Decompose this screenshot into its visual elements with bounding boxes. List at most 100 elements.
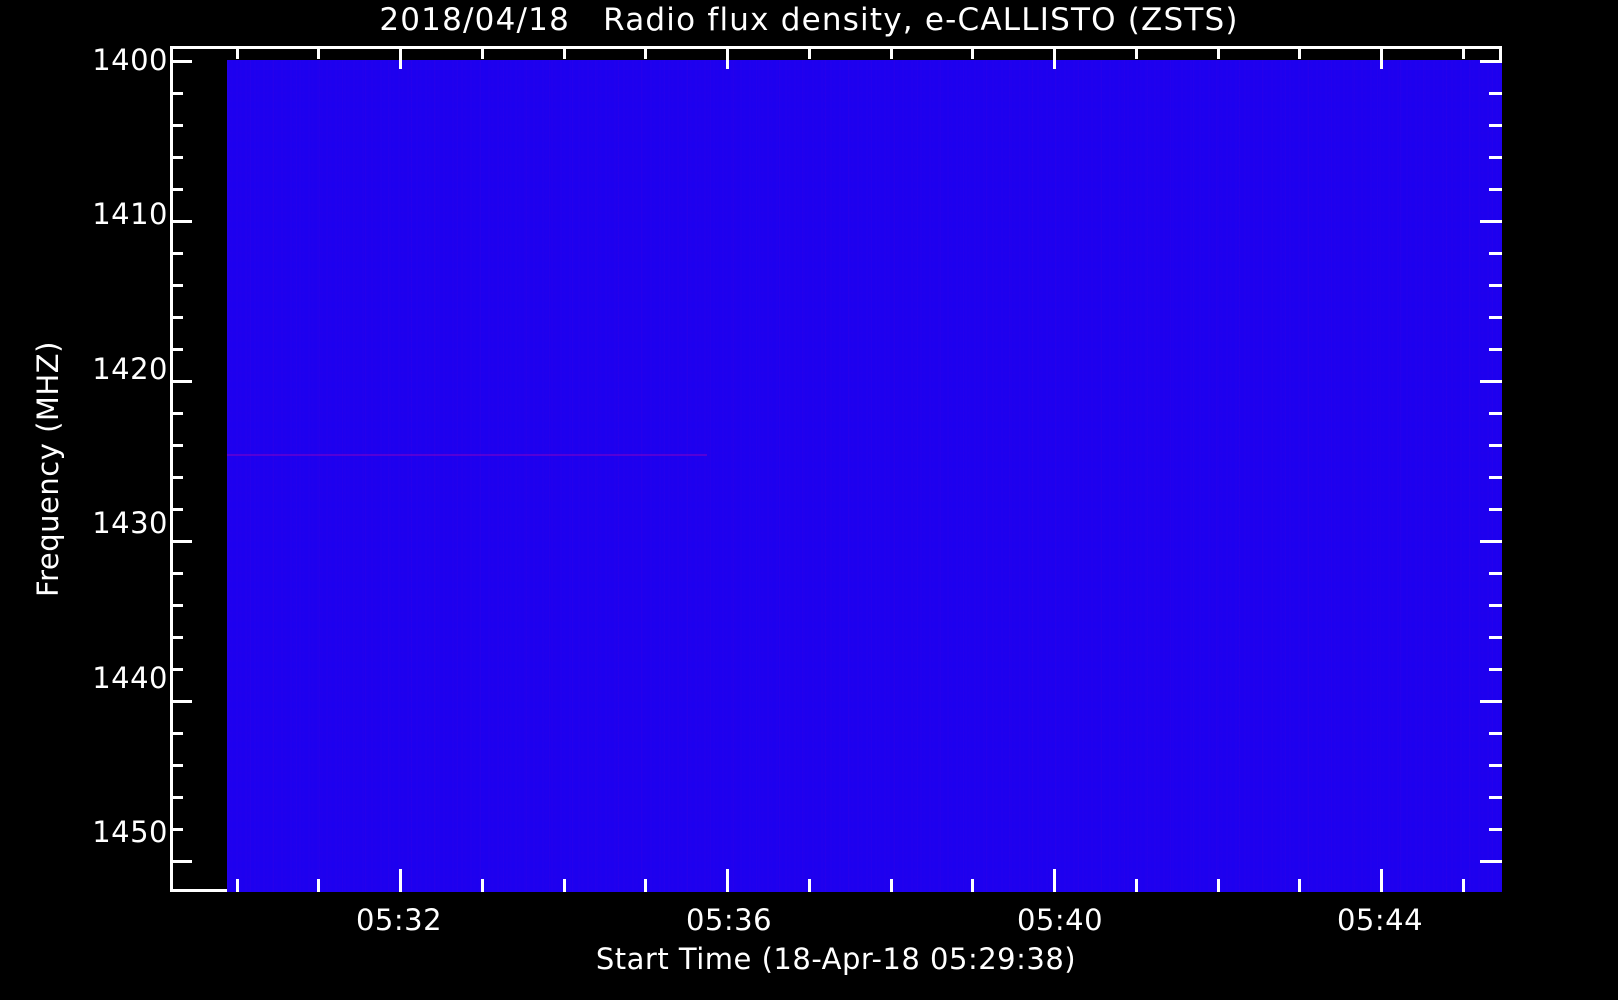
ytick-minor-1402 [170,92,183,95]
ytick-minor-1436 [170,636,183,639]
xtick-top-minor-3 [644,46,647,59]
ytick-right-major-1420 [1480,380,1502,383]
ytick-minor-1438 [170,668,183,671]
xtick-major-0 [399,869,402,892]
ytick-minor-1432 [170,572,183,575]
xtick-label-0532: 05:32 [355,903,443,937]
ytick-minor-1446 [170,796,183,799]
ytick-right-minor-1426 [1489,476,1502,479]
ytick-minor-1412 [170,252,183,255]
ytick-right-major-1450 [1480,860,1502,863]
ytick-minor-1444 [170,764,183,767]
x-axis-title: Start Time (18-Apr-18 05:29:38) [595,942,1077,976]
xtick-minor--1 [317,879,320,892]
xtick-major-8 [1053,869,1056,892]
spectrogram-artifact-line [227,454,707,456]
xtick-top-minor-2 [563,46,566,59]
xtick-minor-3 [644,879,647,892]
xtick-top-major-8 [1053,46,1056,69]
xtick-minor-10 [1217,879,1220,892]
ytick-right-minor-1446 [1489,796,1502,799]
ytick-minor-1406 [170,156,183,159]
xtick-minor-11 [1298,879,1301,892]
xtick-minor-7 [971,879,974,892]
xtick-minor-9 [1135,879,1138,892]
ytick-minor-1404 [170,124,183,127]
xtick-label-0544: 05:44 [1336,903,1424,937]
ytick-right-major-1410 [1480,220,1502,223]
xtick-major-12 [1380,869,1383,892]
xtick-top-major-0 [399,46,402,69]
ytick-right-major-1440 [1480,700,1502,703]
xtick-minor--2 [236,879,239,892]
xtick-major-4 [726,869,729,892]
xtick-top-minor-10 [1217,46,1220,59]
ytick-right-minor-1438 [1489,668,1502,671]
ytick-right-minor-1422 [1489,412,1502,415]
page-title: 2018/04/18 Radio flux density, e-CALLIST… [379,2,1239,38]
xtick-top-major-12 [1380,46,1383,69]
ytick-right-minor-1436 [1489,636,1502,639]
xtick-minor-2 [563,879,566,892]
ytick-minor-1442 [170,732,183,735]
ytick-minor-1418 [170,348,183,351]
xtick-top-minor-1 [481,46,484,59]
ytick-right-minor-1406 [1489,156,1502,159]
xtick-top-major-4 [726,46,729,69]
ytick-label-1450: 1450 [92,815,168,849]
ytick-right-minor-1412 [1489,252,1502,255]
ytick-right-minor-1418 [1489,348,1502,351]
xtick-top-minor--2 [236,46,239,59]
ytick-right-minor-1416 [1489,316,1502,319]
ytick-major-1410 [170,220,192,223]
xtick-minor-6 [890,879,893,892]
ytick-label-1420: 1420 [92,352,168,386]
ytick-right-major-1430 [1480,540,1502,543]
ytick-right-minor-1402 [1489,92,1502,95]
ytick-right-minor-1434 [1489,604,1502,607]
xtick-top-minor-6 [890,46,893,59]
ytick-minor-1422 [170,412,183,415]
ytick-major-1400 [170,60,192,63]
xtick-top-minor--1 [317,46,320,59]
spectrogram-data-image [227,60,1502,892]
ytick-major-1430 [170,540,192,543]
ytick-right-minor-1414 [1489,284,1502,287]
xtick-minor-1 [481,879,484,892]
ytick-right-minor-1404 [1489,124,1502,127]
ytick-right-minor-1448 [1489,828,1502,831]
xtick-label-0536: 05:36 [685,903,773,937]
ytick-major-1440 [170,700,192,703]
ytick-major-1420 [170,380,192,383]
ytick-right-major-1400 [1480,60,1502,63]
ytick-minor-1408 [170,188,183,191]
xtick-minor-5 [808,879,811,892]
xtick-top-minor-7 [971,46,974,59]
ytick-minor-1426 [170,476,183,479]
xtick-top-minor-13 [1462,46,1465,59]
xtick-top-minor-5 [808,46,811,59]
ytick-major-1450 [170,860,192,863]
ytick-label-1440: 1440 [92,661,168,695]
xtick-top-minor-11 [1298,46,1301,59]
xtick-top-minor-9 [1135,46,1138,59]
ytick-minor-1424 [170,444,183,447]
ytick-right-minor-1408 [1489,188,1502,191]
ytick-minor-1414 [170,284,183,287]
y-axis-title: Frequency (MHZ) [31,341,65,597]
ytick-minor-1416 [170,316,183,319]
ytick-right-minor-1432 [1489,572,1502,575]
ytick-label-1400: 1400 [92,43,168,77]
ytick-minor-1434 [170,604,183,607]
ytick-label-1410: 1410 [92,197,168,231]
xtick-label-0540: 05:40 [1016,903,1104,937]
ytick-label-1430: 1430 [92,506,168,540]
ytick-minor-1448 [170,828,183,831]
ytick-right-minor-1428 [1489,508,1502,511]
ytick-right-minor-1424 [1489,444,1502,447]
xtick-minor-13 [1462,879,1465,892]
ytick-minor-1428 [170,508,183,511]
ytick-right-minor-1442 [1489,732,1502,735]
ytick-right-minor-1444 [1489,764,1502,767]
